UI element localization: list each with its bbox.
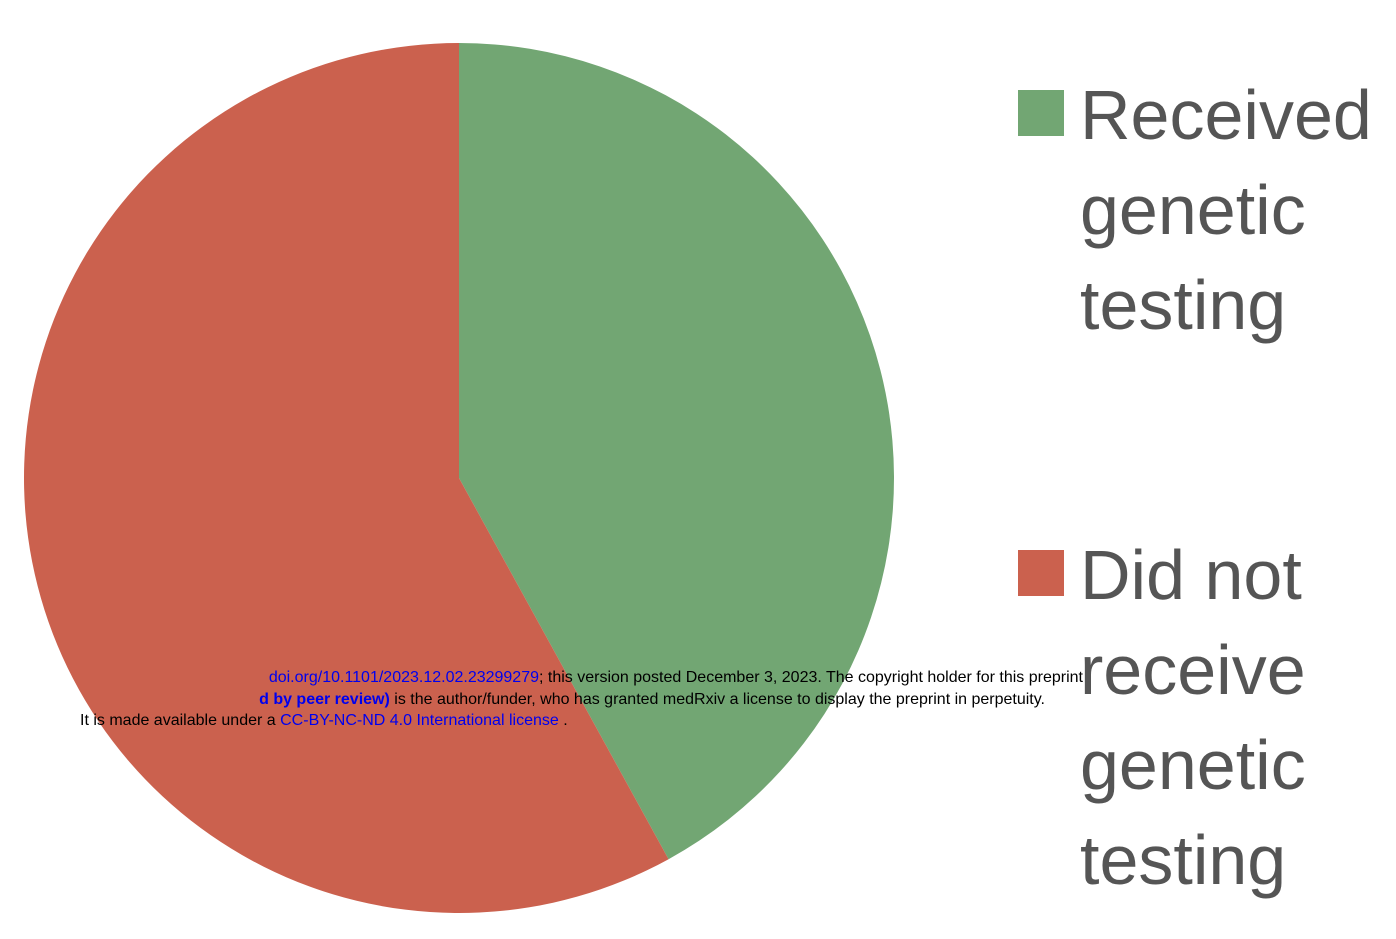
watermark-line: It is made available under a CC-BY-NC-ND…: [80, 711, 568, 731]
watermark-text[interactable]: CC-BY-NC-ND 4.0 International license: [280, 712, 559, 729]
watermark-text: ; this version posted December 3, 2023. …: [539, 669, 1083, 686]
legend-label: Received genetic testing: [1080, 76, 1372, 344]
watermark-text: .: [558, 712, 568, 729]
legend-swatch: [1018, 90, 1064, 136]
watermark-text: It is made available under a: [80, 712, 281, 729]
legend-label: Did not receive genetic testing: [1080, 536, 1306, 899]
watermark-text[interactable]: doi.org/10.1101/2023.12.02.23299279: [268, 669, 539, 686]
pie-slice: [24, 43, 669, 913]
watermark-text[interactable]: d by peer review): [259, 691, 390, 708]
legend-swatch: [1018, 550, 1064, 596]
watermark-line: doi.org/10.1101/2023.12.02.23299279; thi…: [269, 668, 1083, 688]
watermark-line: d by peer review) is the author/funder, …: [259, 690, 1045, 710]
watermark-text: is the author/funder, who has granted me…: [389, 691, 1045, 708]
pie-slice: [459, 43, 895, 860]
